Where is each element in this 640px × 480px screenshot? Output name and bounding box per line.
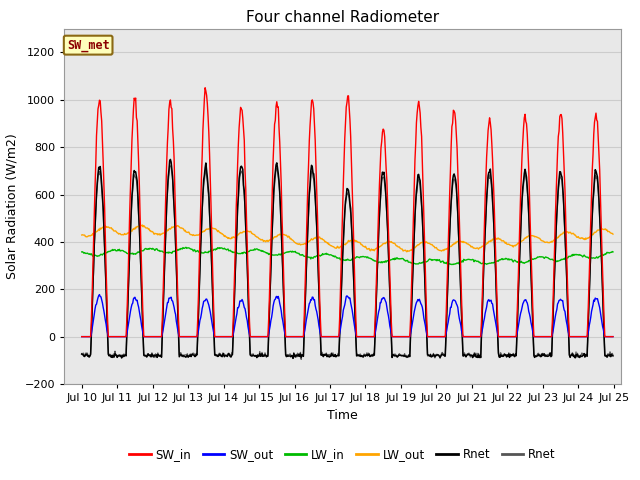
X-axis label: Time: Time <box>327 408 358 421</box>
Title: Four channel Radiometer: Four channel Radiometer <box>246 10 439 25</box>
Legend: SW_in, SW_out, LW_in, LW_out, Rnet, Rnet: SW_in, SW_out, LW_in, LW_out, Rnet, Rnet <box>125 443 560 466</box>
Text: SW_met: SW_met <box>67 39 109 52</box>
Y-axis label: Solar Radiation (W/m2): Solar Radiation (W/m2) <box>6 133 19 279</box>
